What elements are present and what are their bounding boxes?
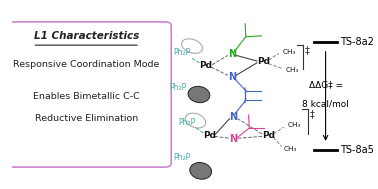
- Text: N: N: [228, 72, 236, 82]
- Text: CH₃: CH₃: [284, 146, 297, 153]
- Ellipse shape: [188, 86, 210, 103]
- Text: N: N: [228, 50, 236, 60]
- Text: Pd: Pd: [199, 61, 212, 70]
- Text: Ph₂P: Ph₂P: [169, 84, 187, 92]
- Text: Ph₂P: Ph₂P: [173, 153, 190, 162]
- Text: TS-8a5: TS-8a5: [340, 145, 374, 155]
- Text: 8 kcal/mol: 8 kcal/mol: [302, 99, 349, 108]
- Text: Pd: Pd: [257, 57, 270, 66]
- Text: N: N: [229, 112, 238, 122]
- Text: CH₃: CH₃: [286, 67, 299, 73]
- Ellipse shape: [190, 163, 212, 179]
- Text: Ph₂P: Ph₂P: [178, 118, 195, 127]
- Text: ‡: ‡: [305, 45, 310, 55]
- Text: Pd: Pd: [203, 131, 216, 140]
- Text: Ph₂P: Ph₂P: [173, 48, 190, 57]
- Text: Enables Bimetallic C-C: Enables Bimetallic C-C: [33, 92, 139, 101]
- Text: Pd: Pd: [262, 131, 275, 140]
- Text: N: N: [229, 134, 238, 144]
- Text: L1 Characteristics: L1 Characteristics: [34, 31, 139, 41]
- Text: CH₃: CH₃: [287, 122, 301, 128]
- Text: Reductive Elimination: Reductive Elimination: [34, 114, 138, 123]
- FancyBboxPatch shape: [8, 22, 171, 167]
- Text: TS-8a2: TS-8a2: [340, 37, 374, 47]
- Text: CH₃: CH₃: [282, 49, 296, 55]
- Text: ΔΔG‡ =: ΔΔG‡ =: [308, 81, 342, 90]
- Text: ‡: ‡: [310, 109, 315, 119]
- Text: Responsive Coordination Mode: Responsive Coordination Mode: [13, 60, 160, 69]
